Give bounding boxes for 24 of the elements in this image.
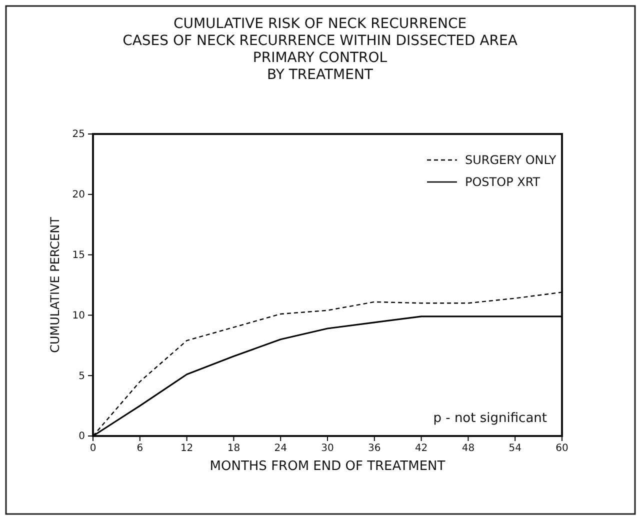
y-tick-label: 10 — [72, 310, 85, 322]
x-tick-label: 36 — [368, 443, 381, 454]
x-tick-label: 0 — [90, 443, 96, 454]
y-tick-label: 0 — [78, 431, 85, 442]
x-tick-label: 48 — [462, 443, 475, 454]
chart-title: CUMULATIVE RISK OF NECK RECURRENCE — [173, 16, 467, 32]
y-tick-label: 25 — [72, 129, 85, 140]
y-tick-label: 15 — [72, 250, 85, 261]
x-tick-label: 24 — [274, 443, 287, 454]
x-axis-title: MONTHS FROM END OF TREATMENT — [210, 459, 446, 474]
annotation: p - not significant — [433, 411, 547, 426]
x-tick-label: 12 — [180, 443, 194, 454]
x-tick-label: 18 — [227, 443, 240, 454]
x-tick-label: 42 — [414, 443, 428, 454]
x-tick-label: 6 — [136, 443, 144, 454]
y-axis-title: CUMULATIVE PERCENT — [48, 216, 62, 353]
x-tick-label: 60 — [556, 443, 568, 454]
legend-label: SURGERY ONLY — [465, 153, 557, 167]
y-tick-label: 20 — [72, 190, 85, 201]
y-tick-label: 5 — [78, 370, 85, 382]
chart-subtitle: CASES OF NECK RECURRENCE WITHIN DISSECTED AREA PRIMARY CONTROL BY TREATMENT — [122, 33, 518, 83]
x-tick-label: 54 — [508, 443, 522, 454]
legend-label: POSTOP XRT — [465, 175, 541, 189]
x-tick-label: 30 — [321, 443, 334, 454]
